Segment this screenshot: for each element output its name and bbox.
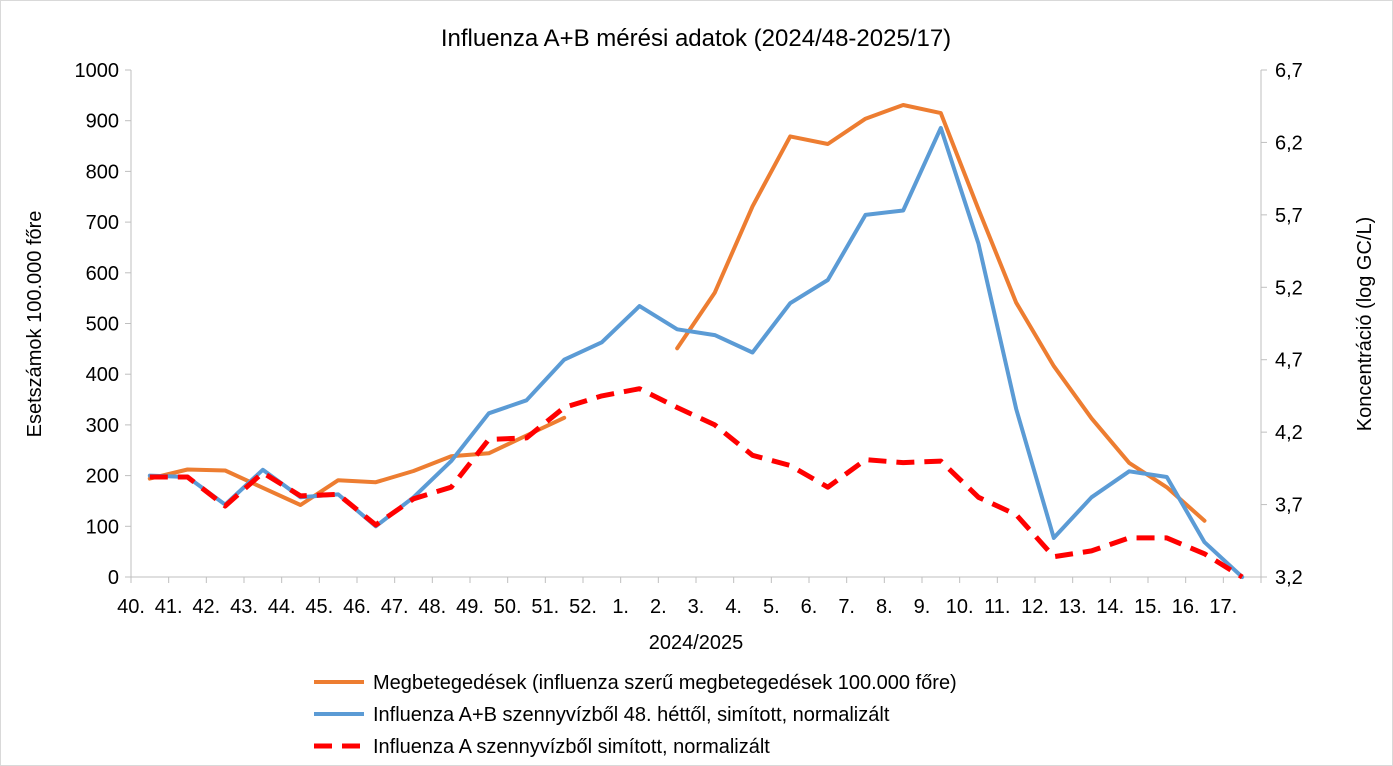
x-tick-label: 16.: [1172, 596, 1200, 618]
x-tick-label: 12.: [1021, 596, 1049, 618]
x-tick-label: 50.: [494, 596, 522, 618]
x-tick-label: 51.: [531, 596, 559, 618]
x-tick-label: 4.: [725, 596, 742, 618]
y2-tick-label: 4,7: [1275, 350, 1303, 372]
y2-tick-label: 5,2: [1275, 277, 1303, 299]
legend: Megbetegedések (influenza szerű megbeteg…: [314, 672, 957, 758]
x-tick-label: 7.: [838, 596, 855, 618]
right-axis: 3,2 3,7 4,2 4,7 5,2 5,7 6,2 6,7: [1260, 60, 1303, 589]
x-tick-label: 9.: [914, 596, 931, 618]
series-line-2: [147, 125, 1245, 579]
chart-title: Influenza A+B mérési adatok (2024/48-202…: [441, 25, 951, 52]
x-tick-label: 17.: [1209, 596, 1237, 618]
y-tick-label: 900: [86, 111, 119, 133]
y2-tick-label: 4,2: [1275, 422, 1303, 444]
x-tick-label: 49.: [456, 596, 484, 618]
x-tick-label: 41.: [155, 596, 183, 618]
y-tick-label: 1000: [75, 60, 120, 82]
y-tick-label: 800: [86, 161, 119, 183]
series-line-1: [147, 103, 1207, 523]
y2-tick-label: 6,2: [1275, 132, 1303, 154]
left-axis: 0 100 200 300 400 500 600 700 800 900 1000: [75, 60, 132, 589]
x-tick-label: 44.: [268, 596, 296, 618]
x-tick-label: 52.: [569, 596, 597, 618]
y2-tick-label: 6,7: [1275, 60, 1303, 82]
y-tick-label: 0: [108, 567, 119, 589]
y-tick-label: 700: [86, 212, 119, 234]
x-tick-label: 5.: [763, 596, 780, 618]
x-tick-label: 3.: [688, 596, 705, 618]
x-tick-label: 1.: [612, 596, 629, 618]
x-tick-label: 48.: [418, 596, 446, 618]
series-lines: [147, 103, 1245, 580]
x-tick-label: 10.: [946, 596, 974, 618]
x-tick-label: 42.: [192, 596, 220, 618]
x-tick-label: 40.: [117, 596, 145, 618]
y-tick-label: 200: [86, 466, 119, 488]
y-tick-label: 500: [86, 314, 119, 336]
x-axis-title: 2024/2025: [649, 632, 744, 654]
x-tick-label: 6.: [801, 596, 818, 618]
y2-tick-label: 3,2: [1275, 567, 1303, 589]
series-line-3: [149, 386, 1244, 580]
x-tick-label: 15.: [1134, 596, 1162, 618]
legend-label-1: Megbetegedések (influenza szerű megbeteg…: [373, 672, 957, 694]
x-tick-label: 45.: [305, 596, 333, 618]
y-axis-title: Esetszámok 100.000 főre: [24, 211, 46, 438]
x-tick-label: 11.: [984, 596, 1010, 618]
x-tick-label: 2.: [650, 596, 667, 618]
y-tick-label: 400: [86, 364, 119, 386]
y2-axis-title: Koncentráció (log GC/L): [1354, 217, 1376, 432]
y2-tick-label: 5,7: [1275, 205, 1303, 227]
x-tick-label: 47.: [381, 596, 409, 618]
x-tick-label: 46.: [343, 596, 371, 618]
x-tick-label: 13.: [1059, 596, 1087, 618]
x-tick-label: 43.: [230, 596, 258, 618]
x-tick-label: 8.: [876, 596, 893, 618]
x-tick-label: 14.: [1096, 596, 1124, 618]
y-tick-label: 300: [86, 415, 119, 437]
x-axis: 40. 41. 42. 43. 44. 45. 46. 47. 48. 49. 50. 51. 52. 1…: [117, 576, 1262, 618]
y2-tick-label: 3,7: [1275, 495, 1303, 517]
y-tick-label: 100: [86, 516, 119, 538]
legend-label-2: Influenza A+B szennyvízből 48. héttől, s…: [373, 704, 890, 726]
legend-label-3: Influenza A szennyvízből simított, norma…: [373, 736, 770, 758]
y-tick-label: 600: [86, 263, 119, 285]
